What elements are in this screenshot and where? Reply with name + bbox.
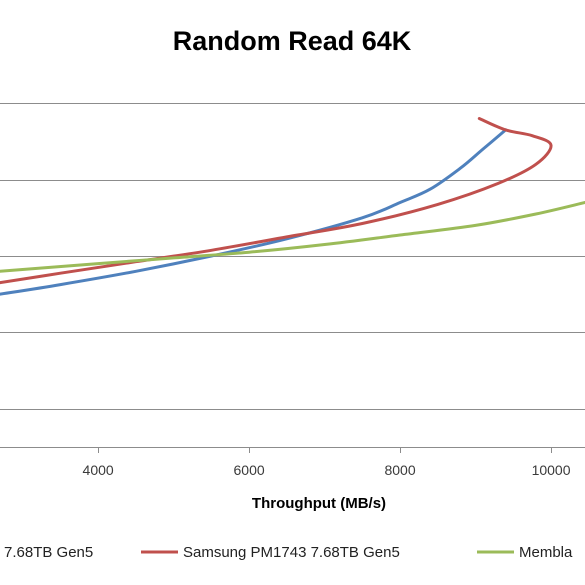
series-line-0 [0, 128, 508, 296]
x-tick-label-3: 10000 [532, 462, 571, 478]
gridlines [0, 103, 585, 448]
x-tick-label-0: 4000 [83, 462, 114, 478]
x-axis-title: Throughput (MB/s) [252, 495, 386, 512]
series-line-2 [0, 201, 585, 273]
legend: 7.68TB Gen5 Samsung PM1743 7.68TB Gen5 Mem… [4, 544, 573, 561]
series-lines [0, 117, 585, 296]
legend-label-0: 7.68TB Gen5 [4, 544, 93, 561]
legend-label-2: Membla [519, 544, 573, 561]
chart-title: Random Read 64K [173, 26, 412, 56]
series-line-1 [0, 117, 553, 285]
x-tick-labels: 4000 6000 8000 10000 [83, 447, 571, 478]
x-tick-label-2: 8000 [384, 462, 415, 478]
legend-label-1: Samsung PM1743 7.68TB Gen5 [183, 544, 400, 561]
x-tick-label-1: 6000 [234, 462, 265, 478]
